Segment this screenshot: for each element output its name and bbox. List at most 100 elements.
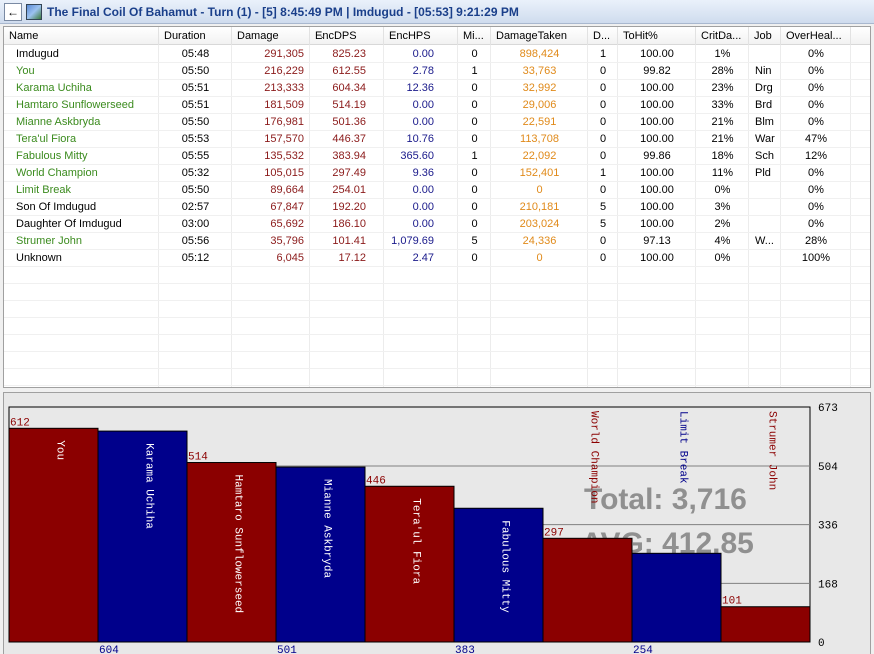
column-header-crit[interactable]: CritDa... bbox=[696, 27, 749, 45]
cell-damage: 181,509 bbox=[264, 99, 304, 111]
y-tick-label: 673 bbox=[818, 403, 838, 415]
row-divider bbox=[4, 113, 870, 114]
table-row[interactable]: Hamtaro Sunflowerseed 05:51 181,509 514.19 0… bbox=[4, 97, 870, 114]
table-row[interactable]: World Champion 05:32 105,015 297.49 9.36 0 152… bbox=[4, 165, 870, 182]
cell-damage: 176,981 bbox=[264, 116, 304, 128]
cell-damage-taken: 32,992 bbox=[522, 82, 557, 94]
cell-misses: 1 bbox=[471, 150, 478, 162]
cell-deaths: 0 bbox=[599, 99, 607, 111]
cell-duration: 02:57 bbox=[181, 201, 210, 213]
cell-tohit: 100.00 bbox=[640, 252, 674, 264]
cell-overheal: 0% bbox=[808, 167, 824, 179]
table-row[interactable]: Imdugud 05:48 291,305 825.23 0.00 0 898,424 1 10… bbox=[4, 46, 870, 63]
table-row[interactable]: Son Of Imdugud 02:57 67,847 192.20 0.00 0 210,… bbox=[4, 199, 870, 216]
cell-damage-taken: 113,708 bbox=[520, 133, 559, 145]
table-row[interactable]: You 05:50 216,229 612.55 2.78 1 33,763 0 99.82 28… bbox=[4, 63, 870, 80]
cell-encdps: 501.36 bbox=[332, 116, 366, 128]
cell-tohit: 99.86 bbox=[643, 150, 671, 162]
cell-crit: 23% bbox=[711, 82, 734, 94]
row-divider bbox=[4, 300, 870, 301]
cell-name: World Champion bbox=[16, 167, 98, 179]
cell-duration: 05:48 bbox=[181, 48, 210, 60]
cell-duration: 05:51 bbox=[181, 99, 210, 111]
bar bbox=[720, 606, 811, 643]
cell-overheal: 0% bbox=[808, 65, 824, 77]
cell-misses: 0 bbox=[471, 252, 478, 264]
cell-encdps: 446.37 bbox=[332, 133, 366, 145]
cell-tohit: 100.00 bbox=[640, 184, 674, 196]
bar-value-label: 383 bbox=[455, 645, 475, 654]
cell-duration: 05:56 bbox=[181, 235, 210, 247]
row-divider bbox=[4, 283, 870, 284]
column-header-encdps[interactable]: EncDPS bbox=[310, 27, 384, 45]
column-header-overheal[interactable]: OverHeal... bbox=[781, 27, 851, 45]
column-header-damage-taken[interactable]: DamageTaken bbox=[491, 27, 588, 45]
row-divider bbox=[4, 79, 870, 80]
table-row[interactable]: Karama Uchiha 05:51 213,333 604.34 12.36 0 32,… bbox=[4, 80, 870, 97]
cell-job bbox=[749, 250, 781, 267]
cell-enchps: 12.36 bbox=[406, 82, 434, 94]
table-row[interactable]: Tera'ul Fiora 05:53 157,570 446.37 10.76 0 113… bbox=[4, 131, 870, 148]
cell-encdps: 383.94 bbox=[332, 150, 366, 162]
table-row[interactable]: Limit Break 05:50 89,664 254.01 0.00 0 0 0 100.0… bbox=[4, 182, 870, 199]
cell-tohit: 100.00 bbox=[640, 218, 674, 230]
column-header-damage[interactable]: Damage bbox=[232, 27, 310, 45]
cell-job: Brd bbox=[755, 99, 773, 111]
cell-job bbox=[749, 216, 781, 233]
cell-name: Strumer John bbox=[16, 235, 83, 247]
cell-enchps: 10.76 bbox=[406, 133, 434, 145]
column-header-duration[interactable]: Duration bbox=[159, 27, 232, 45]
table-row[interactable]: Mianne Askbryda 05:50 176,981 501.36 0.00 0 22… bbox=[4, 114, 870, 131]
table-row[interactable]: Daughter Of Imdugud 03:00 65,692 186.10 0.00… bbox=[4, 216, 870, 233]
cell-tohit: 100.00 bbox=[640, 82, 674, 94]
cell-misses: 0 bbox=[471, 133, 478, 145]
cell-tohit: 100.00 bbox=[640, 167, 674, 179]
bar-value-label: 446 bbox=[366, 475, 386, 487]
column-header-tohit[interactable]: ToHit% bbox=[618, 27, 696, 45]
cell-tohit: 100.00 bbox=[640, 133, 674, 145]
cell-job bbox=[749, 199, 781, 216]
column-divider bbox=[490, 45, 491, 387]
table-row[interactable]: Strumer John 05:56 35,796 101.41 1,079.69 5 24… bbox=[4, 233, 870, 250]
cell-deaths: 0 bbox=[599, 235, 607, 247]
bar-category-label: You bbox=[54, 440, 66, 460]
column-header-misses[interactable]: Mi... bbox=[458, 27, 491, 45]
back-arrow-icon[interactable]: ← bbox=[4, 3, 22, 21]
table-row[interactable]: Unknown 05:12 6,045 17.12 2.47 0 0 0 100.00 0% 100… bbox=[4, 250, 870, 267]
y-tick-label: 0 bbox=[818, 638, 825, 650]
cell-damage-taken: 152,401 bbox=[519, 167, 560, 179]
cell-name: Limit Break bbox=[16, 184, 72, 196]
cell-crit: 21% bbox=[711, 133, 734, 145]
bar bbox=[97, 430, 188, 643]
cell-crit: 21% bbox=[711, 116, 734, 128]
column-header-deaths[interactable]: D... bbox=[588, 27, 618, 45]
cell-misses: 0 bbox=[471, 82, 478, 94]
column-header-name[interactable]: Name bbox=[4, 27, 159, 45]
cell-overheal: 0% bbox=[808, 48, 824, 60]
bar-category-label: Karama Uchiha bbox=[143, 443, 155, 529]
cell-name: Unknown bbox=[16, 252, 62, 264]
row-divider bbox=[4, 130, 870, 131]
cell-tohit: 97.13 bbox=[643, 235, 671, 247]
cell-deaths: 5 bbox=[599, 201, 607, 213]
cell-enchps: 1,079.69 bbox=[391, 235, 434, 247]
bar bbox=[186, 462, 277, 643]
cell-crit: 28% bbox=[711, 65, 734, 77]
cell-damage: 213,333 bbox=[264, 82, 304, 94]
cell-crit: 3% bbox=[714, 201, 731, 213]
cell-overheal: 0% bbox=[808, 82, 824, 94]
cell-deaths: 0 bbox=[599, 116, 607, 128]
column-header-job[interactable]: Job bbox=[749, 27, 781, 45]
cell-overheal: 0% bbox=[808, 116, 824, 128]
bar bbox=[453, 507, 544, 643]
table-row[interactable]: Fabulous Mitty 05:55 135,532 383.94 365.60 1 2… bbox=[4, 148, 870, 165]
encounter-table[interactable]: Name Duration Damage EncDPS EncHPS Mi... Damag… bbox=[3, 26, 871, 388]
column-header-enchps[interactable]: EncHPS bbox=[384, 27, 458, 45]
column-divider bbox=[587, 45, 588, 387]
column-divider bbox=[457, 45, 458, 387]
cell-damage: 89,664 bbox=[270, 184, 304, 196]
column-divider bbox=[695, 45, 696, 387]
cell-encdps: 254.01 bbox=[332, 184, 366, 196]
cell-misses: 0 bbox=[471, 99, 478, 111]
sort-descending-icon: ⌄ bbox=[319, 31, 326, 40]
